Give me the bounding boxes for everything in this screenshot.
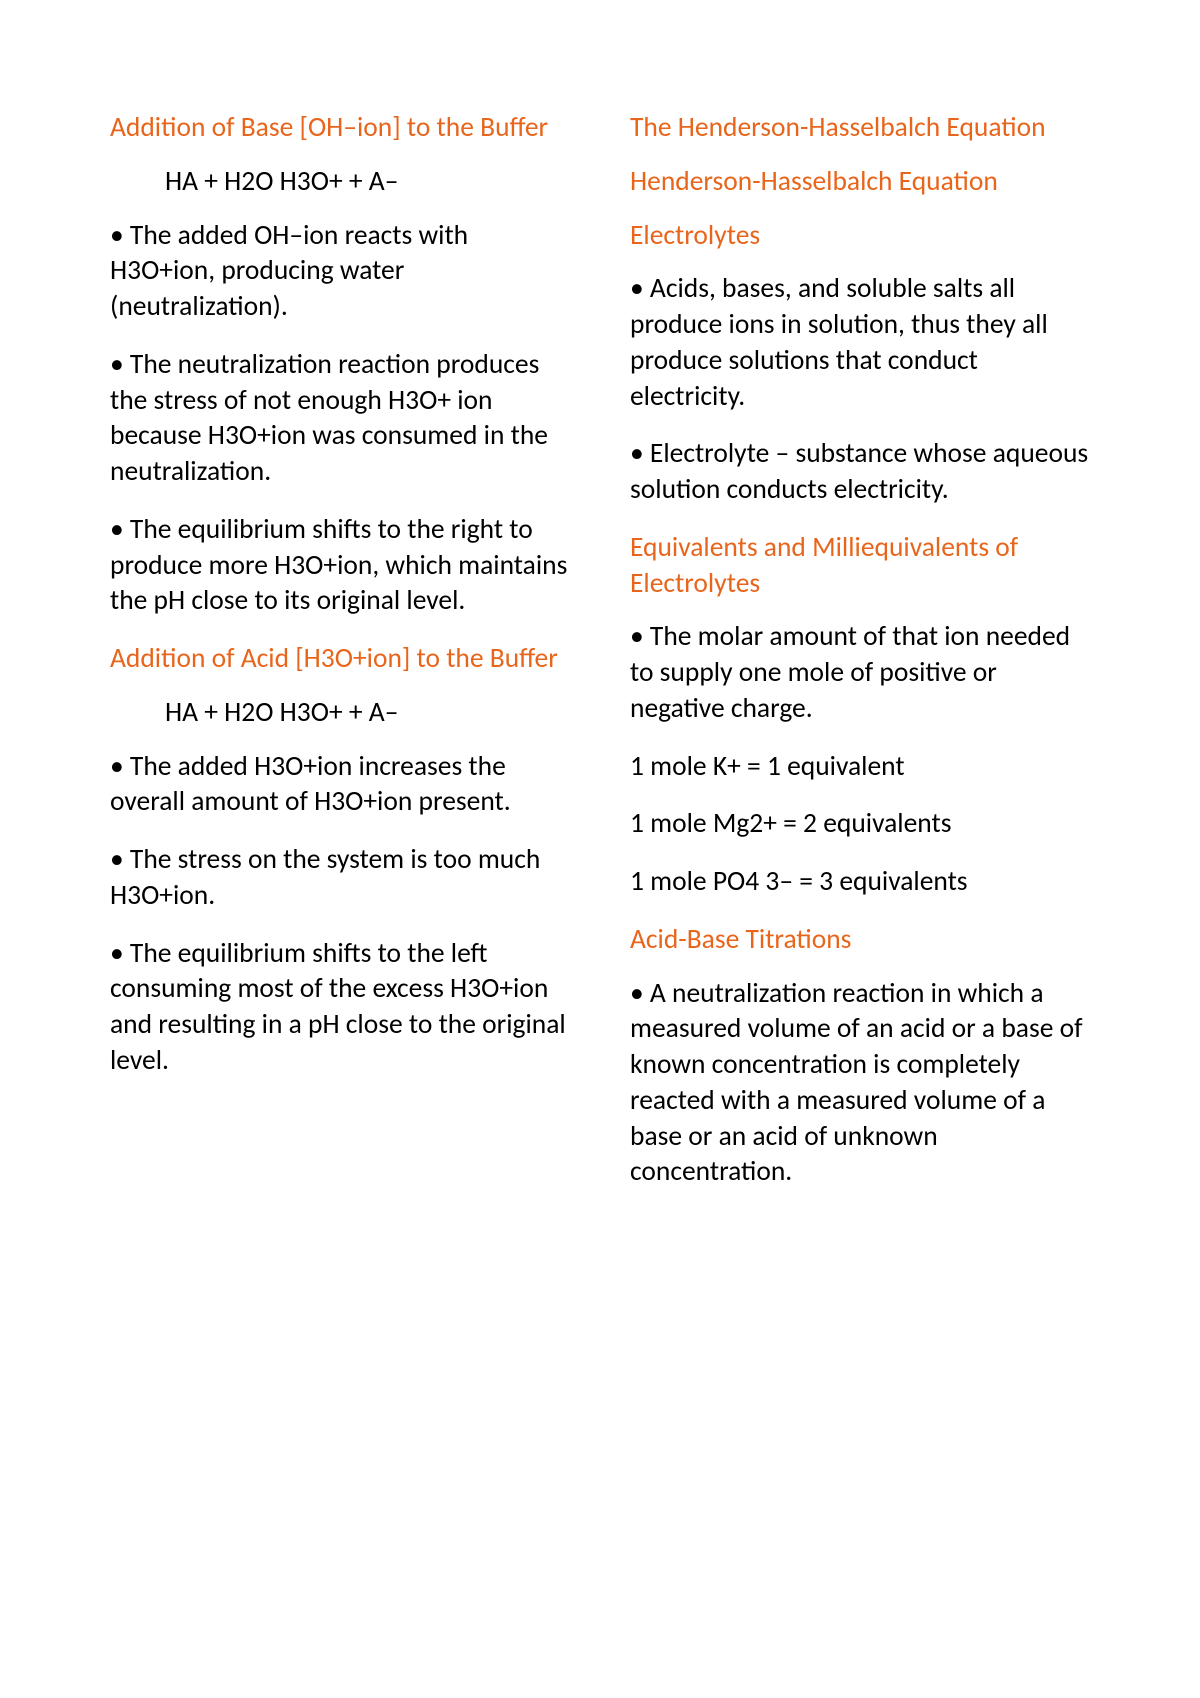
equation-1: HA + H2O H3O+ + A–	[110, 164, 570, 200]
heading-titrations: Acid-Base Titrations	[630, 922, 1090, 958]
bullet-text: • The added H3O+ion increases the overal…	[110, 749, 570, 821]
heading-equivalents: Equivalents and Milliequivalents of Elec…	[630, 530, 1090, 602]
example-text: 1 mole Mg2+ = 2 equivalents	[630, 806, 1090, 842]
content-columns: Addition of Base [OH–ion] to the Buffer …	[110, 110, 1090, 1212]
equation-2: HA + H2O H3O+ + A–	[110, 695, 570, 731]
bullet-text: • The equilibrium shifts to the left con…	[110, 936, 570, 1079]
bullet-text: • The stress on the system is too much H…	[110, 842, 570, 914]
heading-henderson-hasselbalch-1: The Henderson-Hasselbalch Equation	[630, 110, 1090, 146]
right-column: The Henderson-Hasselbalch Equation Hende…	[630, 110, 1090, 1212]
subheading-electrolytes: Electrolytes	[630, 218, 1090, 254]
heading-base-addition: Addition of Base [OH–ion] to the Buffer	[110, 110, 570, 146]
bullet-text: • Acids, bases, and soluble salts all pr…	[630, 271, 1090, 414]
heading-henderson-hasselbalch-2: Henderson-Hasselbalch Equation	[630, 164, 1090, 200]
left-column: Addition of Base [OH–ion] to the Buffer …	[110, 110, 570, 1212]
bullet-text: • The molar amount of that ion needed to…	[630, 619, 1090, 726]
bullet-text: • A neutralization reaction in which a m…	[630, 976, 1090, 1191]
heading-acid-addition: Addition of Acid [H3O+ion] to the Buffer	[110, 641, 570, 677]
bullet-text: • The neutralization reaction produces t…	[110, 347, 570, 490]
bullet-text: • The added OH–ion reacts with H3O+ion, …	[110, 218, 570, 325]
example-text: 1 mole PO4 3– = 3 equivalents	[630, 864, 1090, 900]
bullet-text: • The equilibrium shifts to the right to…	[110, 512, 570, 619]
bullet-text: • Electrolyte – substance whose aqueous …	[630, 436, 1090, 508]
example-text: 1 mole K+ = 1 equivalent	[630, 749, 1090, 785]
